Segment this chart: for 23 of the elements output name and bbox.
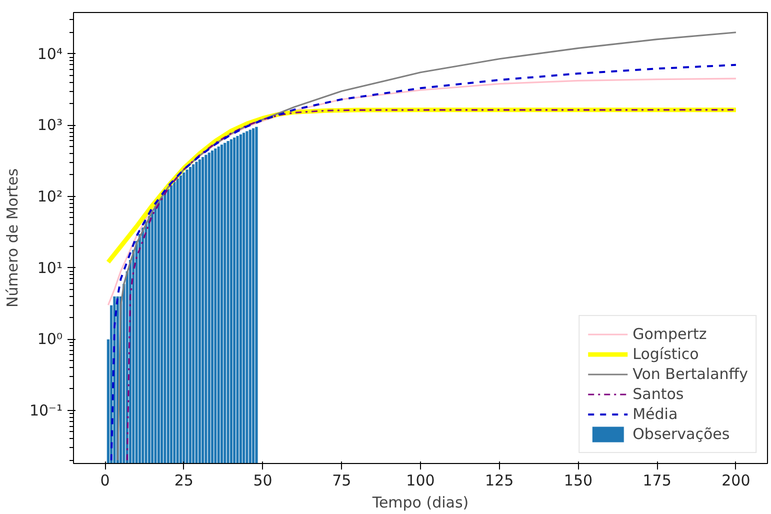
y-tick-label: 10² [37,187,63,206]
x-tick-label: 175 [642,472,672,490]
x-tick-label: 0 [100,472,110,490]
legend-label: Santos [632,385,684,403]
legend-label: Von Bertalanffy [632,365,748,383]
legend-label: Logístico [632,345,699,363]
legend-label: Observações [632,425,730,443]
x-tick-label: 75 [332,472,352,490]
x-tick-label: 125 [485,472,514,490]
y-tick-label: 10⁰ [37,330,63,348]
legend-label: Média [632,405,678,423]
x-tick-label: 50 [253,472,272,490]
x-axis-title: Tempo (dias) [371,494,469,512]
x-tick-label: 200 [722,472,750,490]
y-tick-label: 10³ [37,116,63,134]
x-tick-label: 25 [174,472,194,490]
y-tick-label: 10⁻¹ [29,401,63,420]
x-tick-label: 100 [406,472,435,490]
legend-label: Gompertz [632,325,707,343]
y-axis-title: Número de Mortes [3,168,22,308]
y-tick-label: 10⁴ [37,44,63,63]
x-tick-label: 150 [564,472,593,490]
y-tick-label: 10¹ [37,258,63,277]
